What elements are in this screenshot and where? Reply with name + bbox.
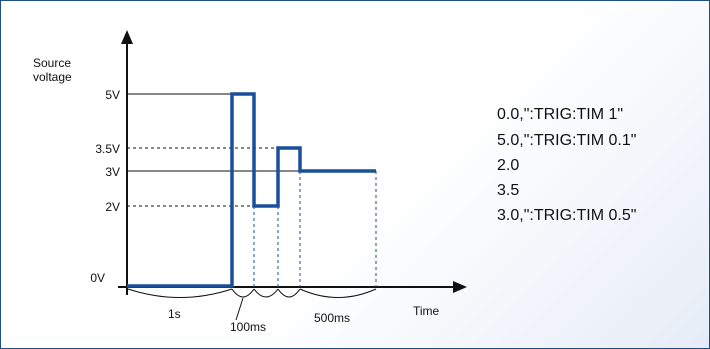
duration-label-500ms: 500ms — [314, 311, 350, 325]
callout-line-100ms — [235, 297, 244, 321]
duration-bracket — [277, 288, 301, 298]
duration-bracket-500ms — [299, 288, 377, 298]
command-line: 5.0,":TRIG:TIM 0.1" — [497, 132, 636, 149]
voltage-waveform — [127, 92, 376, 288]
x-axis-label: Time — [413, 304, 440, 318]
level-label-2v: 2V — [105, 200, 120, 214]
duration-label-1s: 1s — [168, 307, 181, 321]
duration-bracket — [253, 288, 279, 298]
y-axis-label-line2: voltage — [33, 70, 72, 84]
level-label-3-5v: 3.5V — [95, 142, 120, 156]
x-axis-arrow-icon — [453, 281, 467, 293]
command-line: 0.0,":TRIG:TIM 1" — [497, 106, 623, 123]
duration-label-100ms: 100ms — [230, 320, 266, 334]
y-axis-arrow-icon — [121, 30, 133, 44]
command-line: 3.5 — [497, 182, 519, 199]
command-line: 3.0,":TRIG:TIM 0.5" — [497, 207, 636, 224]
level-label-0v: 0V — [90, 271, 105, 285]
level-label-3v: 3V — [105, 165, 120, 179]
duration-bracket-100ms — [231, 288, 255, 298]
level-label-5v: 5V — [105, 88, 120, 102]
y-axis-label-line1: Source — [33, 56, 71, 70]
command-line: 2.0 — [497, 157, 519, 174]
duration-bracket-1s — [127, 288, 233, 298]
